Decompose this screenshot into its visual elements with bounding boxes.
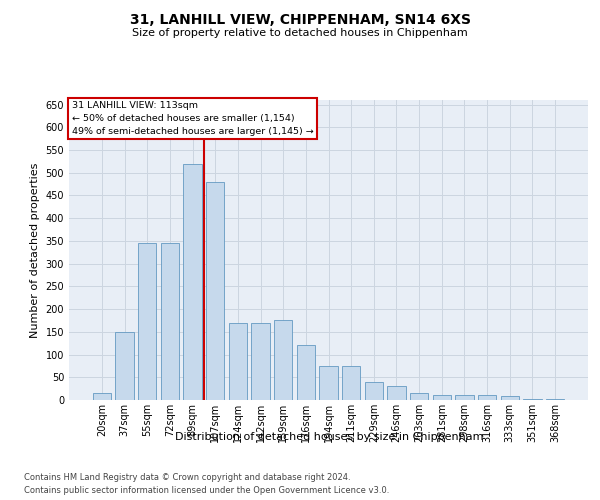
Text: 31 LANHILL VIEW: 113sqm
← 50% of detached houses are smaller (1,154)
49% of semi: 31 LANHILL VIEW: 113sqm ← 50% of detache… [71,102,313,136]
Bar [365,382,383,400]
Text: Contains HM Land Registry data © Crown copyright and database right 2024.: Contains HM Land Registry data © Crown c… [24,472,350,482]
Bar [319,366,338,400]
Bar [410,393,428,400]
Bar [478,394,496,400]
Bar [161,243,179,400]
Bar [523,398,542,400]
Bar [546,398,565,400]
Bar [229,322,247,400]
Text: Contains public sector information licensed under the Open Government Licence v3: Contains public sector information licen… [24,486,389,495]
Bar [274,320,292,400]
Bar [342,366,361,400]
Bar [455,394,474,400]
Bar [251,322,270,400]
Bar [433,394,451,400]
Bar [92,393,111,400]
Y-axis label: Number of detached properties: Number of detached properties [30,162,40,338]
Text: 31, LANHILL VIEW, CHIPPENHAM, SN14 6XS: 31, LANHILL VIEW, CHIPPENHAM, SN14 6XS [130,12,470,26]
Bar [115,332,134,400]
Text: Size of property relative to detached houses in Chippenham: Size of property relative to detached ho… [132,28,468,38]
Bar [387,386,406,400]
Bar [206,182,224,400]
Bar [500,396,519,400]
Bar [138,243,157,400]
Bar [296,346,315,400]
Bar [183,164,202,400]
Text: Distribution of detached houses by size in Chippenham: Distribution of detached houses by size … [175,432,483,442]
